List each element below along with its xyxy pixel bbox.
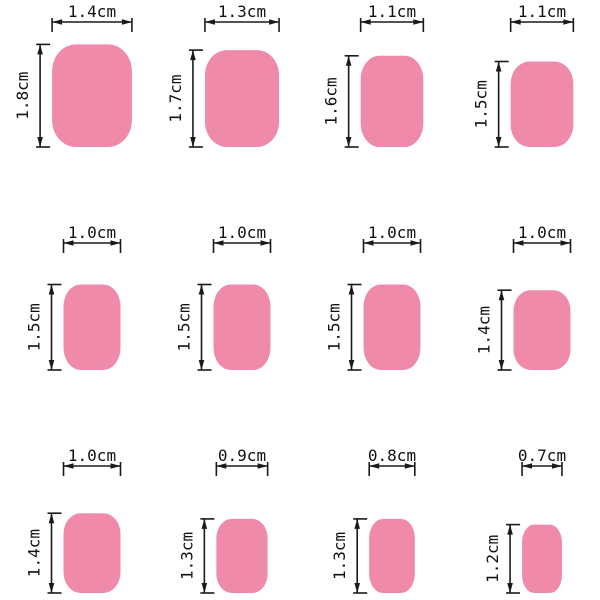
height-label: 1.5cm xyxy=(25,303,44,351)
width-label: 1.0cm xyxy=(368,223,416,242)
nail-shape xyxy=(63,284,121,370)
width-dimension-arrows xyxy=(522,463,562,469)
height-dimension xyxy=(506,523,521,594)
height-dimension xyxy=(494,60,509,148)
height-dimension xyxy=(47,283,62,371)
size-cell-r3c2: 0.9cm 1.3cm xyxy=(177,446,269,594)
width-dimension xyxy=(51,18,133,32)
height-label: 1.3cm xyxy=(177,532,196,580)
size-cell-r3c4: 0.7cm 1.2cm xyxy=(483,446,566,594)
height-dimension-arrows xyxy=(190,50,196,147)
width-dimension-arrows xyxy=(52,19,132,25)
height-label: 1.3cm xyxy=(330,532,349,580)
size-cell-r1c3: 1.1cm 1.6cm xyxy=(322,2,425,148)
height-dimension-arrows xyxy=(354,518,360,593)
size-cell-r3c1: 1.0cm 1.4cm xyxy=(25,446,122,594)
height-dimension xyxy=(200,518,215,594)
size-cell-r1c1: 1.4cm 1.8cm xyxy=(13,2,133,148)
size-cell-r1c4: 1.1cm 1.5cm xyxy=(472,2,575,148)
nail-shape xyxy=(216,518,268,593)
nail-shape xyxy=(363,284,421,370)
width-dimension xyxy=(359,18,425,32)
width-dimension xyxy=(509,18,575,32)
width-label: 1.0cm xyxy=(218,223,266,242)
width-dimension-arrows xyxy=(363,240,421,246)
nail-shape xyxy=(513,290,571,370)
size-cell-r3c3: 0.8cm 1.3cm xyxy=(330,446,416,594)
width-dimension-arrows xyxy=(213,240,271,246)
height-label: 1.2cm xyxy=(483,535,502,583)
nail-shape xyxy=(510,61,574,147)
height-label: 1.5cm xyxy=(325,303,344,351)
size-cell-r2c2: 1.0cm 1.5cm xyxy=(175,223,272,371)
width-label: 1.4cm xyxy=(68,2,116,21)
height-dimension xyxy=(353,518,368,594)
width-label: 1.0cm xyxy=(68,223,116,242)
width-dimension-arrows xyxy=(63,240,121,246)
height-label: 1.8cm xyxy=(13,72,32,120)
width-dimension-arrows xyxy=(510,19,574,25)
height-dimension-arrows xyxy=(348,284,355,370)
nail-shape xyxy=(522,524,562,593)
height-dimension-arrows xyxy=(198,284,205,370)
height-dimension xyxy=(36,43,51,148)
height-label: 1.6cm xyxy=(322,77,341,125)
nail-shape xyxy=(360,55,424,147)
width-label: 1.0cm xyxy=(518,223,566,242)
width-dimension-arrows xyxy=(63,463,121,469)
width-label: 1.1cm xyxy=(368,2,416,21)
height-dimension-arrows xyxy=(495,61,502,147)
nail-shape xyxy=(63,513,121,593)
width-label: 0.7cm xyxy=(518,446,566,465)
height-dimension xyxy=(344,54,359,148)
size-cell-r1c2: 1.3cm 1.7cm xyxy=(166,2,280,148)
width-dimension-arrows xyxy=(369,463,415,469)
nail-shape xyxy=(213,284,271,370)
nail-shape xyxy=(204,50,280,147)
width-label: 1.0cm xyxy=(68,446,116,465)
height-dimension-arrows xyxy=(507,524,513,593)
width-label: 1.3cm xyxy=(218,2,266,21)
width-label: 0.9cm xyxy=(218,446,266,465)
height-dimension-arrows xyxy=(48,284,55,370)
height-label: 1.4cm xyxy=(475,306,494,354)
width-dimension-arrows xyxy=(216,463,268,469)
nail-shape xyxy=(52,44,132,147)
height-dimension-arrows xyxy=(498,290,505,370)
width-dimension-arrows xyxy=(513,240,571,246)
height-dimension-arrows xyxy=(345,55,352,147)
height-label: 1.7cm xyxy=(166,74,185,122)
height-dimension-arrows xyxy=(201,518,208,593)
height-dimension-arrows xyxy=(37,44,43,147)
width-label: 1.1cm xyxy=(518,2,566,21)
nail-shape xyxy=(369,518,415,593)
width-dimension-arrows xyxy=(360,19,424,25)
size-cell-r2c1: 1.0cm 1.5cm xyxy=(25,223,122,371)
size-cell-r2c4: 1.0cm 1.4cm xyxy=(475,223,572,371)
height-dimension xyxy=(197,283,212,371)
width-dimension xyxy=(204,18,280,32)
height-label: 1.4cm xyxy=(25,529,44,577)
height-dimension xyxy=(347,283,362,371)
width-label: 0.8cm xyxy=(368,446,416,465)
height-label: 1.5cm xyxy=(175,303,194,351)
height-dimension xyxy=(188,49,203,148)
height-dimension xyxy=(47,512,62,594)
width-dimension-arrows xyxy=(204,19,280,25)
height-label: 1.5cm xyxy=(472,80,491,128)
height-dimension-arrows xyxy=(48,513,55,593)
height-dimension xyxy=(497,289,512,371)
size-cell-r2c3: 1.0cm 1.5cm xyxy=(325,223,422,371)
